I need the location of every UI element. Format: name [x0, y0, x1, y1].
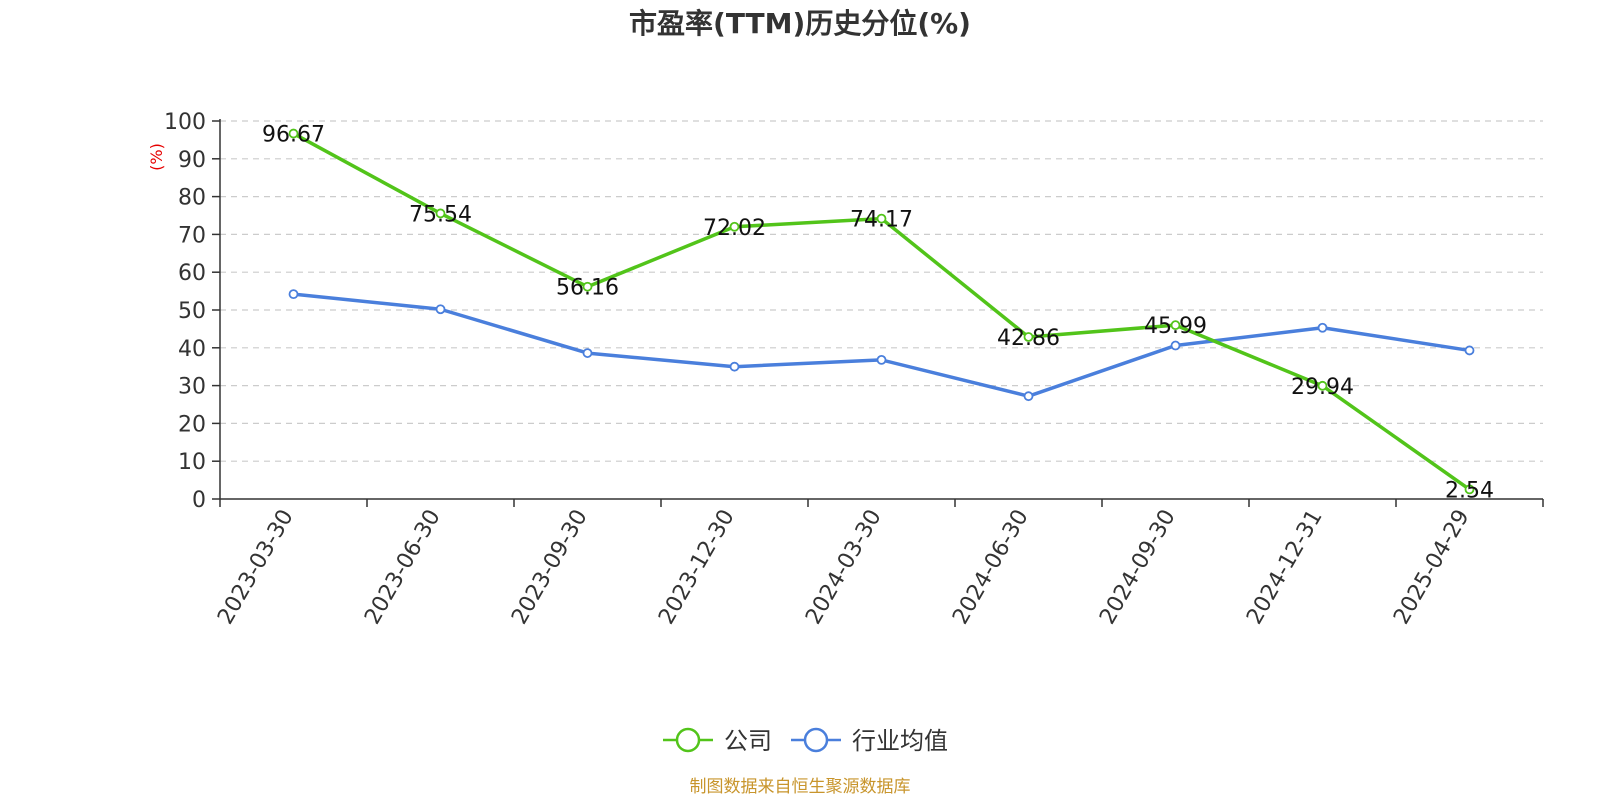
- x-tick-label: 2024-09-30: [1095, 506, 1181, 629]
- data-label: 72.02: [703, 216, 766, 241]
- data-label: 56.16: [556, 276, 619, 301]
- data-point: [1023, 332, 1034, 342]
- data-labels: 96.67 75.54 56.16 72.02 74.17 42.86 45.99 29.94…: [262, 123, 1494, 504]
- data-point: [1464, 484, 1475, 495]
- data-point: [435, 304, 446, 315]
- data-point: [729, 361, 740, 372]
- data-point: [1023, 391, 1034, 402]
- x-tick-label: 2023-03-30: [213, 506, 299, 629]
- y-tick-label: 10: [178, 450, 206, 475]
- legend-label: 行业均值: [852, 727, 948, 755]
- axes: 0 10 20 30 40 50 60 70 80 90 100 2023-03-30 2023-06-…: [164, 110, 1544, 629]
- legend: 公司 行业均值: [663, 727, 948, 755]
- y-tick-label: 30: [178, 375, 206, 400]
- y-tick-label: 100: [164, 110, 206, 135]
- y-tick-label: 0: [192, 488, 206, 513]
- data-label: 74.17: [850, 208, 913, 233]
- data-point: [1170, 340, 1181, 351]
- series-line: [292, 132, 1471, 491]
- x-tick-label: 2024-03-30: [801, 506, 887, 629]
- legend-marker: [675, 727, 701, 753]
- data-point: [288, 128, 299, 139]
- y-tick-label: 40: [178, 337, 206, 362]
- legend-label: 公司: [724, 727, 772, 755]
- x-tick-label: 2023-09-30: [507, 506, 593, 629]
- data-point: [1317, 322, 1328, 333]
- data-point: [729, 221, 740, 232]
- data-point: [876, 354, 887, 365]
- data-point: [876, 213, 887, 224]
- series-lines: [288, 128, 1475, 495]
- y-tick-label: 70: [178, 223, 206, 248]
- y-tick-label: 80: [178, 186, 206, 211]
- chart-title: 市盈率(TTM)历史分位(%): [629, 7, 971, 40]
- data-label: 45.99: [1144, 314, 1207, 339]
- data-point: [435, 208, 446, 219]
- grid-lines: [220, 120, 1543, 462]
- y-tick-label: 90: [178, 148, 206, 173]
- data-point: [1464, 345, 1475, 356]
- data-point: [1317, 380, 1328, 391]
- data-point: [582, 281, 593, 292]
- data-label: 2.54: [1445, 478, 1494, 503]
- data-label: 96.67: [262, 123, 325, 148]
- data-point: [582, 348, 593, 358]
- data-label: 75.54: [409, 202, 472, 227]
- x-tick-label: 2024-12-31: [1242, 506, 1328, 629]
- y-tick-label: 50: [178, 299, 206, 324]
- legend-marker: [803, 727, 829, 753]
- y-tick-label: 20: [178, 412, 206, 437]
- source-note: 制图数据来自恒生聚源数据库: [690, 777, 911, 797]
- y-axis-unit-label: (%): [147, 143, 166, 171]
- x-tick-label: 2024-06-30: [948, 506, 1034, 629]
- data-point: [288, 289, 299, 300]
- data-label: 42.86: [997, 326, 1060, 351]
- data-label: 29.94: [1291, 375, 1354, 400]
- x-tick-label: 2025-04-29: [1389, 506, 1475, 629]
- y-tick-label: 60: [178, 261, 206, 286]
- x-tick-label: 2023-06-30: [360, 506, 446, 629]
- x-tick-label: 2023-12-30: [654, 506, 740, 629]
- data-point: [1170, 320, 1181, 331]
